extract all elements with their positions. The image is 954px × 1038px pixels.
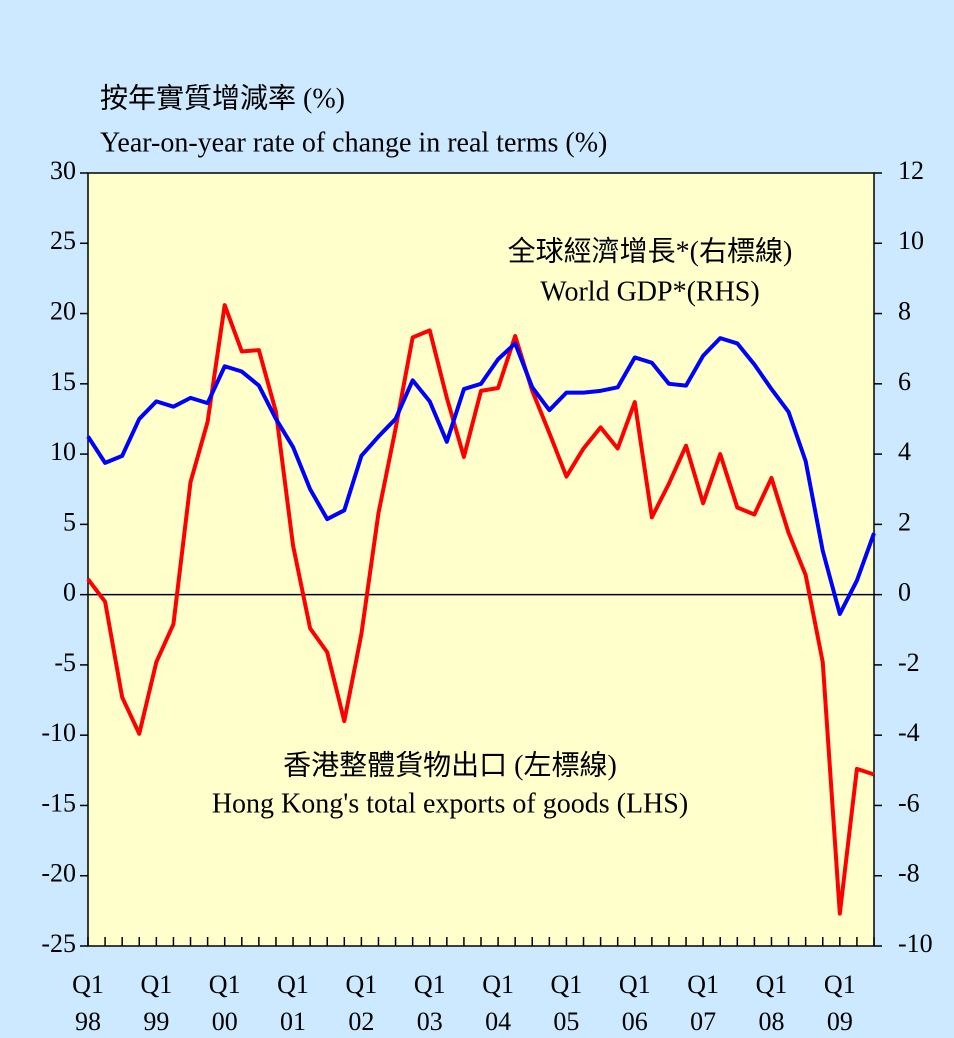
y-tick-label: 0 [63, 578, 76, 607]
y-tick-label: 10 [50, 437, 76, 466]
x-tick-label: Q1 06 [618, 970, 651, 1036]
x-tick-label: Q1 05 [550, 970, 583, 1036]
series-line [86, 303, 875, 916]
y2-tick-label: 12 [898, 156, 924, 185]
series-label: World GDP*(RHS) [540, 276, 759, 307]
y-tick-label: -15 [41, 788, 76, 817]
y-tick-label: -20 [41, 859, 76, 888]
y-tick-label: -25 [41, 929, 76, 958]
y2-tick-label: -8 [898, 859, 920, 888]
x-tick-label: Q1 07 [687, 970, 720, 1036]
y2-tick-label: -10 [898, 929, 933, 958]
chart-subtitle: Year-on-year rate of change in real term… [100, 127, 607, 158]
y2-tick-label: -6 [898, 788, 920, 817]
x-tick-label: Q1 98 [72, 970, 104, 1036]
plot-area [87, 172, 875, 947]
y-tick-label: 30 [50, 156, 76, 185]
x-tick-label: Q1 02 [345, 970, 378, 1036]
series-label-zh: 香港整體貨物出口 (左標線) [283, 749, 617, 781]
y-tick-label: 15 [50, 367, 76, 396]
x-tick-label: Q1 03 [413, 970, 446, 1036]
x-tick-label: Q1 08 [755, 970, 788, 1036]
y2-tick-label: 4 [898, 437, 911, 466]
y2-tick-label: -4 [898, 718, 920, 747]
y-tick-label: -10 [41, 718, 76, 747]
y2-tick-label: 6 [898, 367, 911, 396]
y-tick-label: 5 [63, 507, 76, 536]
series-line [86, 336, 876, 616]
x-tick-label: Q1 09 [823, 970, 856, 1036]
chart-title: 按年實質增減率 (%) [100, 82, 345, 114]
y-tick-label: -5 [54, 648, 76, 677]
y-tick-label: 20 [50, 297, 76, 326]
y2-tick-label: 8 [898, 297, 911, 326]
y2-tick-label: 2 [898, 507, 911, 536]
x-tick-label: Q1 00 [208, 970, 241, 1036]
y2-tick-label: 10 [898, 226, 924, 255]
x-tick-label: Q1 01 [277, 970, 309, 1036]
series-label-zh: 全球經濟增長*(右標線) [508, 235, 793, 267]
x-tick-label: Q1 99 [140, 970, 173, 1036]
y-tick-label: 25 [50, 226, 76, 255]
series-label: Hong Kong's total exports of goods (LHS) [212, 788, 688, 819]
y2-tick-label: 0 [898, 578, 911, 607]
y2-tick-label: -2 [898, 648, 920, 677]
x-tick-label: Q1 04 [482, 970, 514, 1036]
